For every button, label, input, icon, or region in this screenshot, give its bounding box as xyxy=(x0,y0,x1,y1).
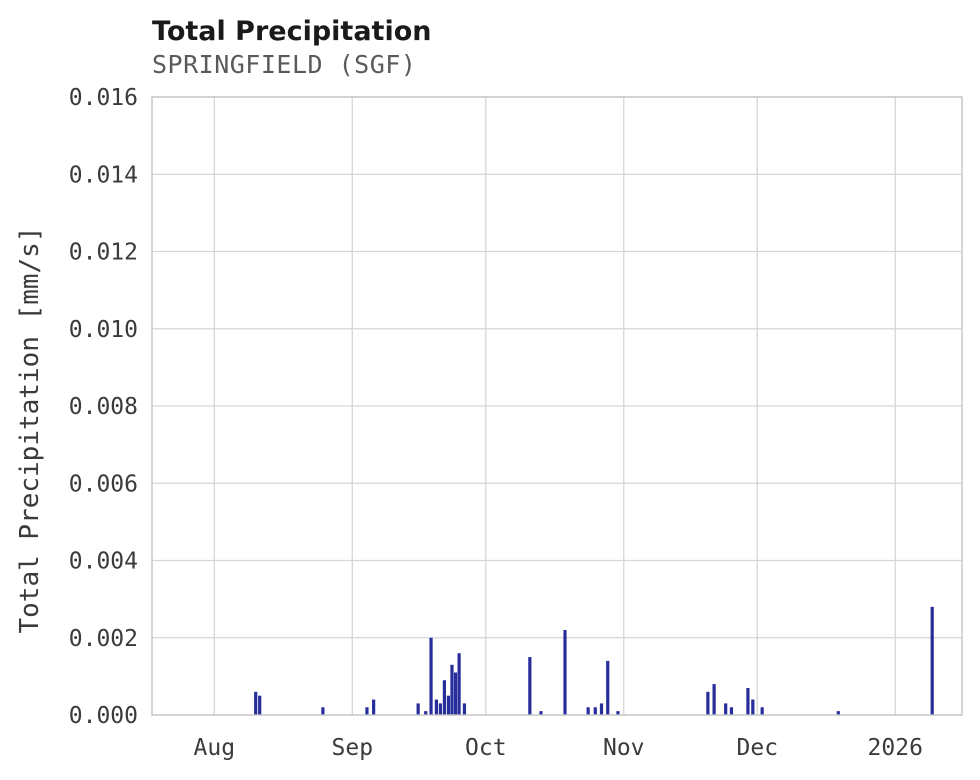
precipitation-bar xyxy=(442,680,447,715)
precipitation-bar xyxy=(429,637,433,715)
plot-border xyxy=(151,96,963,716)
precipitation-bar xyxy=(616,711,620,715)
x-tick-label: Dec xyxy=(737,735,779,761)
precipitation-bar xyxy=(438,703,442,715)
precipitation-bar xyxy=(599,703,604,715)
precipitation-bar xyxy=(593,707,597,715)
precipitation-bar xyxy=(462,703,467,715)
y-tick-label: 0.014 xyxy=(69,162,138,188)
precipitation-bar xyxy=(539,711,543,715)
x-tick-label: Aug xyxy=(194,735,236,761)
y-tick-label: 0.010 xyxy=(69,317,138,343)
y-tick-label: 0.002 xyxy=(69,626,138,652)
precipitation-bar xyxy=(434,699,438,715)
precipitation-bar xyxy=(365,707,369,715)
y-tick-label: 0.012 xyxy=(69,240,138,266)
y-tick-label: 0.000 xyxy=(69,703,138,729)
precipitation-bar xyxy=(450,664,454,715)
precipitation-bar xyxy=(254,691,258,715)
precipitation-bar xyxy=(930,606,934,715)
x-tick-label: 2026 xyxy=(868,735,923,761)
precipitation-bar xyxy=(321,707,325,715)
y-tick-label: 0.004 xyxy=(69,549,138,575)
precipitation-bar xyxy=(416,703,420,715)
precipitation-bar xyxy=(606,660,610,715)
chart-subtitle: SPRINGFIELD (SGF) xyxy=(152,50,417,79)
precipitation-bar xyxy=(424,711,428,715)
y-tick-label: 0.006 xyxy=(69,471,138,497)
precipitation-bar xyxy=(706,691,710,715)
precipitation-bar xyxy=(586,707,590,715)
precipitation-bar xyxy=(528,657,532,715)
precipitation-bar xyxy=(760,707,764,715)
x-tick-label: Oct xyxy=(465,735,507,761)
precipitation-bar xyxy=(836,711,840,715)
y-tick-label: 0.008 xyxy=(69,394,138,420)
x-tick-label: Sep xyxy=(332,735,374,761)
precipitation-bar xyxy=(751,699,755,715)
precipitation-bar xyxy=(729,707,734,715)
precipitation-bar xyxy=(457,653,461,715)
precipitation-bar xyxy=(372,699,376,715)
precipitation-bar xyxy=(563,630,567,715)
precipitation-bar xyxy=(746,687,750,715)
chart-title: Total Precipitation xyxy=(152,16,432,47)
precipitation-bar xyxy=(724,703,728,715)
y-tick-label: 0.016 xyxy=(69,85,138,111)
precipitation-bar xyxy=(453,672,458,715)
precipitation-bar xyxy=(712,684,716,715)
precipitation-bar xyxy=(446,695,451,715)
x-tick-label: Nov xyxy=(603,735,645,761)
precipitation-bar xyxy=(258,695,262,715)
